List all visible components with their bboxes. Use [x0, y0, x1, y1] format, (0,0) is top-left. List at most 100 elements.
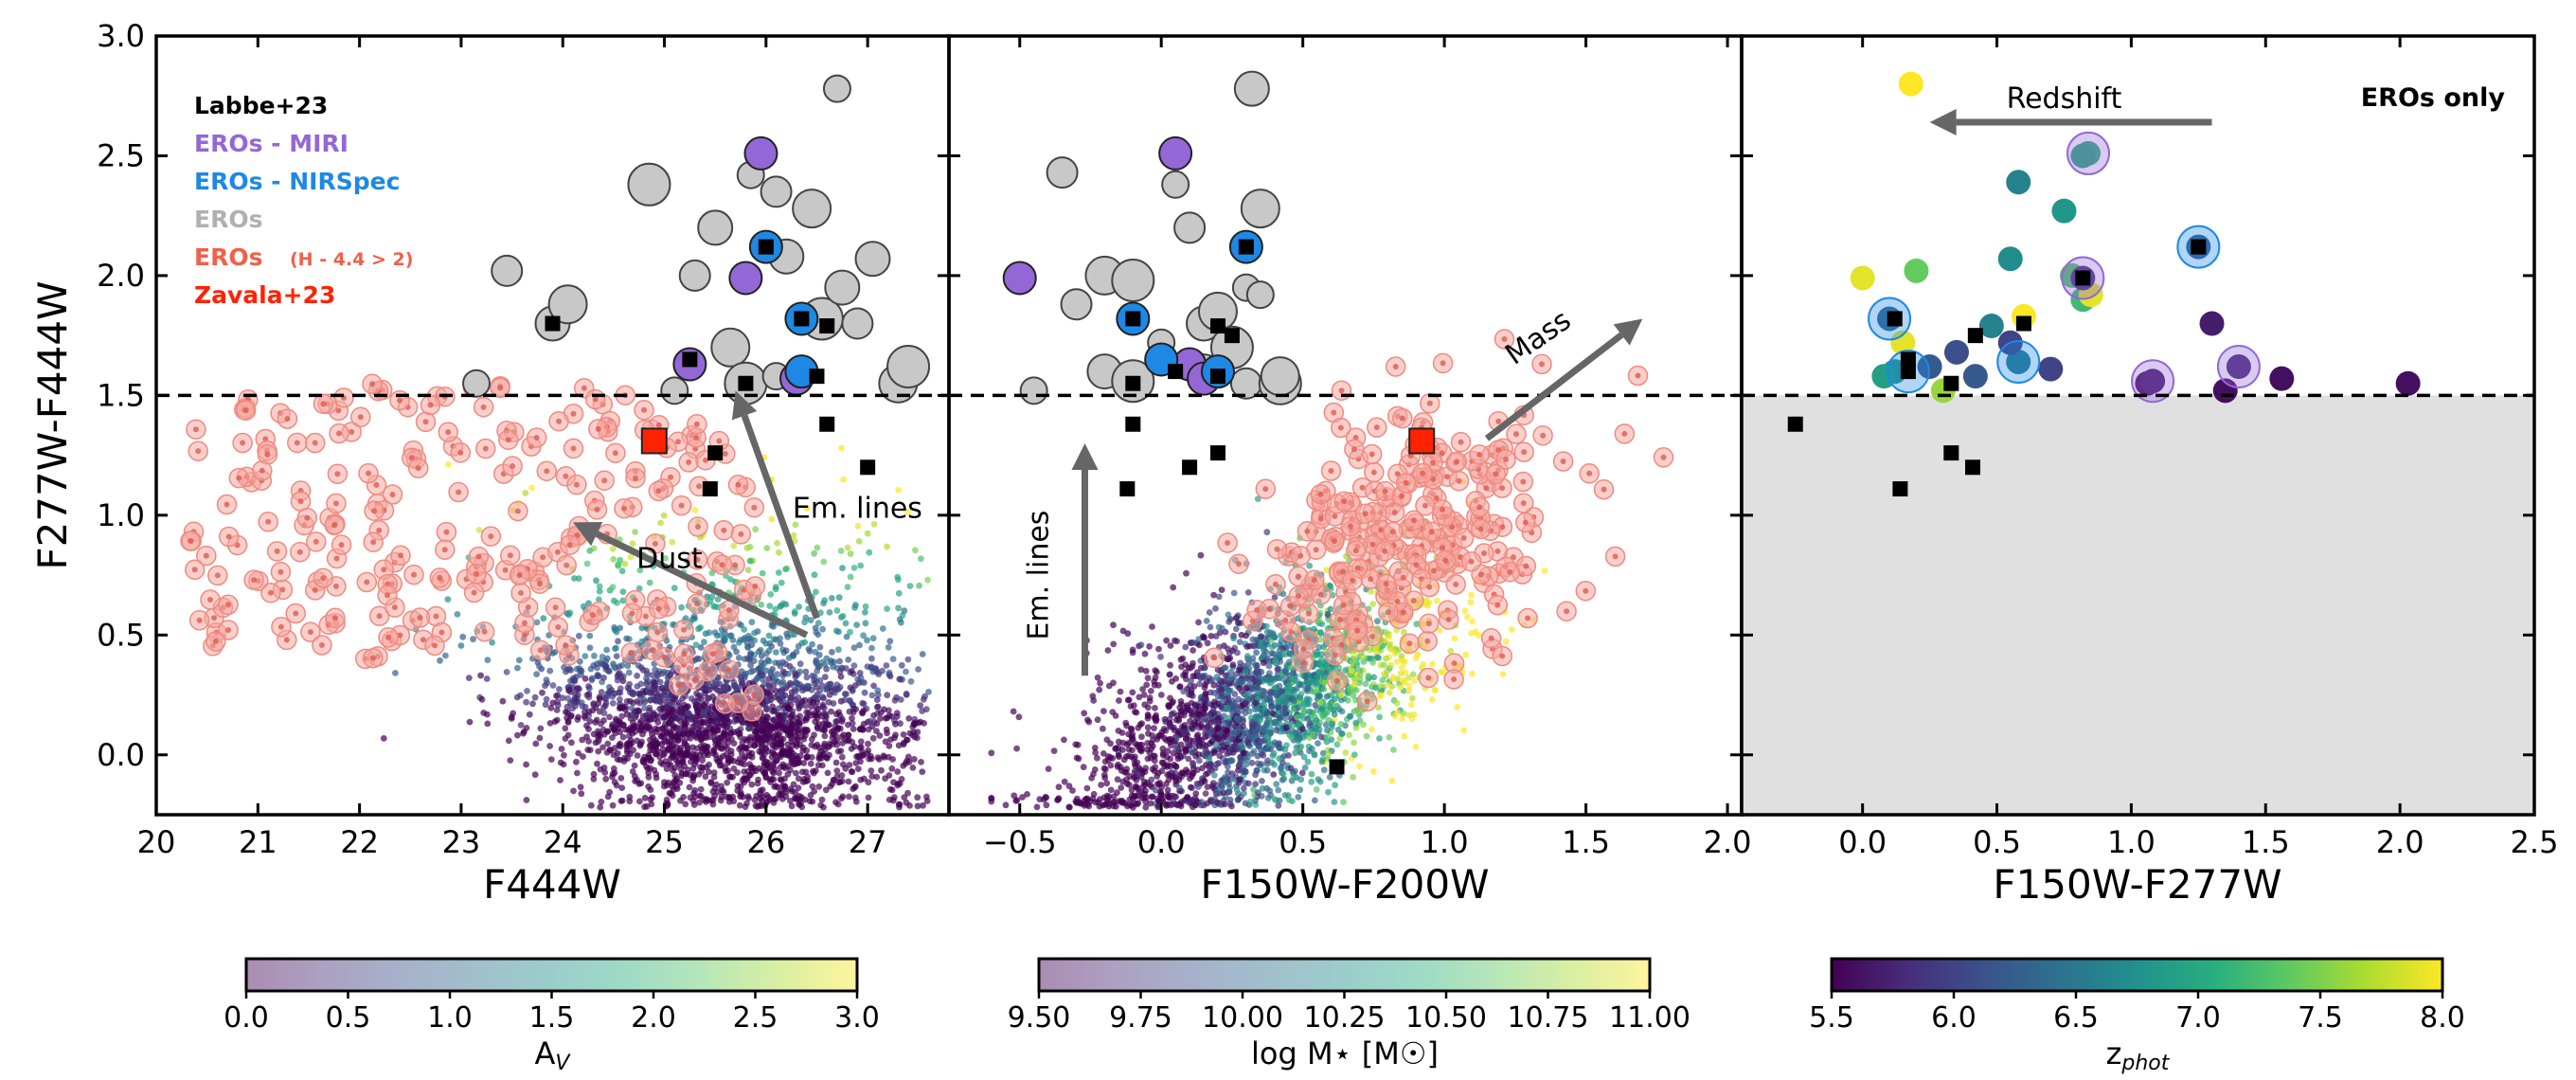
background-point	[919, 651, 926, 657]
background-point	[437, 657, 443, 664]
background-point	[906, 583, 914, 589]
background-point	[734, 787, 742, 794]
background-point	[600, 765, 608, 771]
background-point	[901, 607, 908, 615]
background-point	[1204, 783, 1211, 790]
x-tick-label: 25	[645, 824, 684, 860]
background-point	[678, 603, 685, 611]
background-point	[724, 779, 731, 786]
ero-red-core	[696, 483, 703, 490]
background-point	[924, 576, 931, 584]
background-point	[546, 720, 554, 727]
background-point	[1248, 759, 1256, 766]
background-point	[849, 668, 855, 675]
background-point	[643, 667, 651, 675]
background-point	[814, 620, 822, 626]
background-point	[1270, 749, 1278, 757]
background-point	[685, 710, 691, 717]
background-point	[802, 702, 809, 710]
background-point	[603, 646, 610, 654]
ero-red-core	[284, 416, 291, 423]
background-point	[523, 698, 529, 706]
background-point	[564, 714, 570, 722]
background-point	[1124, 696, 1132, 704]
background-point	[788, 723, 796, 729]
background-point	[549, 699, 557, 707]
background-point	[832, 627, 840, 635]
background-point	[465, 675, 473, 681]
ero-red-core	[265, 518, 272, 525]
background-point	[692, 641, 700, 649]
background-point	[860, 707, 868, 714]
background-point	[585, 683, 592, 690]
background-point	[850, 662, 858, 669]
background-point	[688, 715, 695, 723]
ero-red-core	[661, 654, 668, 660]
background-point	[596, 730, 602, 738]
ero-red-core	[420, 637, 426, 643]
background-point	[697, 793, 705, 800]
background-point	[547, 756, 555, 763]
background-point	[597, 803, 604, 811]
ero-red-core	[510, 463, 516, 469]
background-point	[1333, 702, 1341, 710]
background-point	[891, 696, 899, 704]
background-point	[616, 663, 622, 671]
ero-red-core	[332, 500, 339, 507]
background-point	[547, 704, 555, 711]
background-point	[821, 597, 829, 603]
background-point	[710, 747, 718, 753]
ero-red-core	[274, 548, 280, 554]
ero-red-core	[725, 607, 732, 613]
background-point	[676, 747, 684, 754]
background-point	[1276, 755, 1282, 763]
ero-red-core	[751, 504, 758, 511]
ero-red-core	[307, 629, 313, 636]
background-point	[643, 675, 650, 682]
background-point	[819, 720, 827, 728]
background-point	[695, 625, 702, 633]
ero-red-core	[312, 586, 318, 593]
ero-red-core	[364, 579, 370, 585]
ero-red-core	[507, 552, 513, 559]
background-point	[549, 682, 557, 689]
background-point	[877, 709, 885, 716]
background-point	[1265, 794, 1272, 801]
background-point	[577, 783, 584, 791]
background-point	[1297, 776, 1305, 783]
background-point	[557, 777, 564, 783]
background-point	[816, 744, 823, 751]
background-point	[1337, 692, 1345, 699]
background-point	[1330, 664, 1337, 672]
background-point	[1398, 663, 1405, 671]
background-point	[663, 703, 671, 711]
background-point	[585, 738, 592, 745]
background-point	[637, 724, 645, 731]
background-point	[1100, 708, 1107, 714]
background-point	[1369, 767, 1377, 775]
background-point	[842, 665, 850, 672]
background-point	[1243, 653, 1251, 660]
background-point	[1360, 721, 1367, 729]
background-point	[883, 662, 890, 669]
background-point	[576, 665, 583, 672]
ero-red-core	[408, 455, 415, 461]
background-point	[710, 773, 718, 781]
background-point	[1144, 704, 1152, 711]
ero-red-core	[259, 467, 265, 474]
background-point	[886, 742, 893, 749]
background-point	[580, 603, 587, 610]
ero-red-core	[417, 615, 423, 621]
background-point	[904, 656, 912, 663]
background-point	[808, 711, 815, 719]
ero-red-core	[333, 555, 340, 562]
background-point	[1152, 705, 1158, 711]
background-point	[517, 692, 524, 699]
panel-left-ylabel: F277W-F444W	[29, 280, 76, 569]
ero-red-core	[471, 589, 477, 596]
ero-red-core	[369, 381, 375, 387]
y-tick-label: 1.5	[97, 377, 145, 413]
background-point	[784, 682, 792, 690]
background-point	[570, 787, 577, 795]
background-point	[919, 768, 926, 775]
